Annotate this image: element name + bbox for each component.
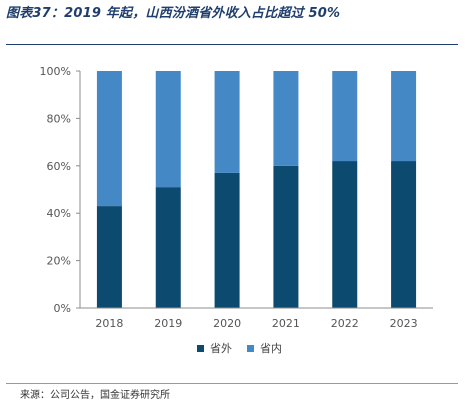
x-tick-label: 2022 [331,317,359,330]
bar-segment-outside [155,187,181,308]
bar-segment-inside [96,71,122,207]
x-tick-label: 2018 [95,317,123,330]
x-tick-label: 2020 [213,317,241,330]
bar-segment-inside [155,71,181,188]
bar-segment-inside [273,71,299,166]
legend-label: 省内 [260,341,282,355]
y-tick-label: 80% [47,112,71,125]
bar-segment-inside [214,71,240,173]
legend-swatch [197,345,204,352]
y-tick-label: 60% [47,160,71,173]
bar-segment-outside [96,206,122,308]
y-tick-label: 100% [40,65,71,78]
x-tick-label: 2019 [154,317,182,330]
legend-swatch [247,345,254,352]
x-tick-label: 2021 [272,317,300,330]
chart-title: 图表37：2019 年起，山西汾酒省外收入占比超过 50% [6,6,341,21]
x-tick-label: 2023 [390,317,418,330]
y-tick-label: 40% [47,207,71,220]
bar-segment-inside [332,71,358,162]
bar-segment-outside [391,161,417,308]
bar-segment-outside [332,161,358,308]
bar-segment-inside [391,71,417,162]
stacked-bar-chart: 0%20%40%60%80%100% 2018 2019 2020 2021 2022 2… [40,65,433,355]
bar-segment-outside [273,165,299,308]
legend-label: 省外 [210,342,232,355]
title-divider [6,44,458,45]
source-divider [6,383,458,384]
bar-segment-outside [214,172,240,308]
y-tick-label: 20% [47,255,71,268]
y-tick-label: 0% [54,302,71,315]
x-axis: 2018 2019 2020 2021 2022 2023 [80,307,433,330]
legend: 省外 省内 [197,341,282,355]
y-axis: 0% 20% 40% 60% 80% 100% [40,65,81,315]
bars [96,71,417,308]
source-note: 来源：公司公告，国金证券研究所 [20,390,170,401]
